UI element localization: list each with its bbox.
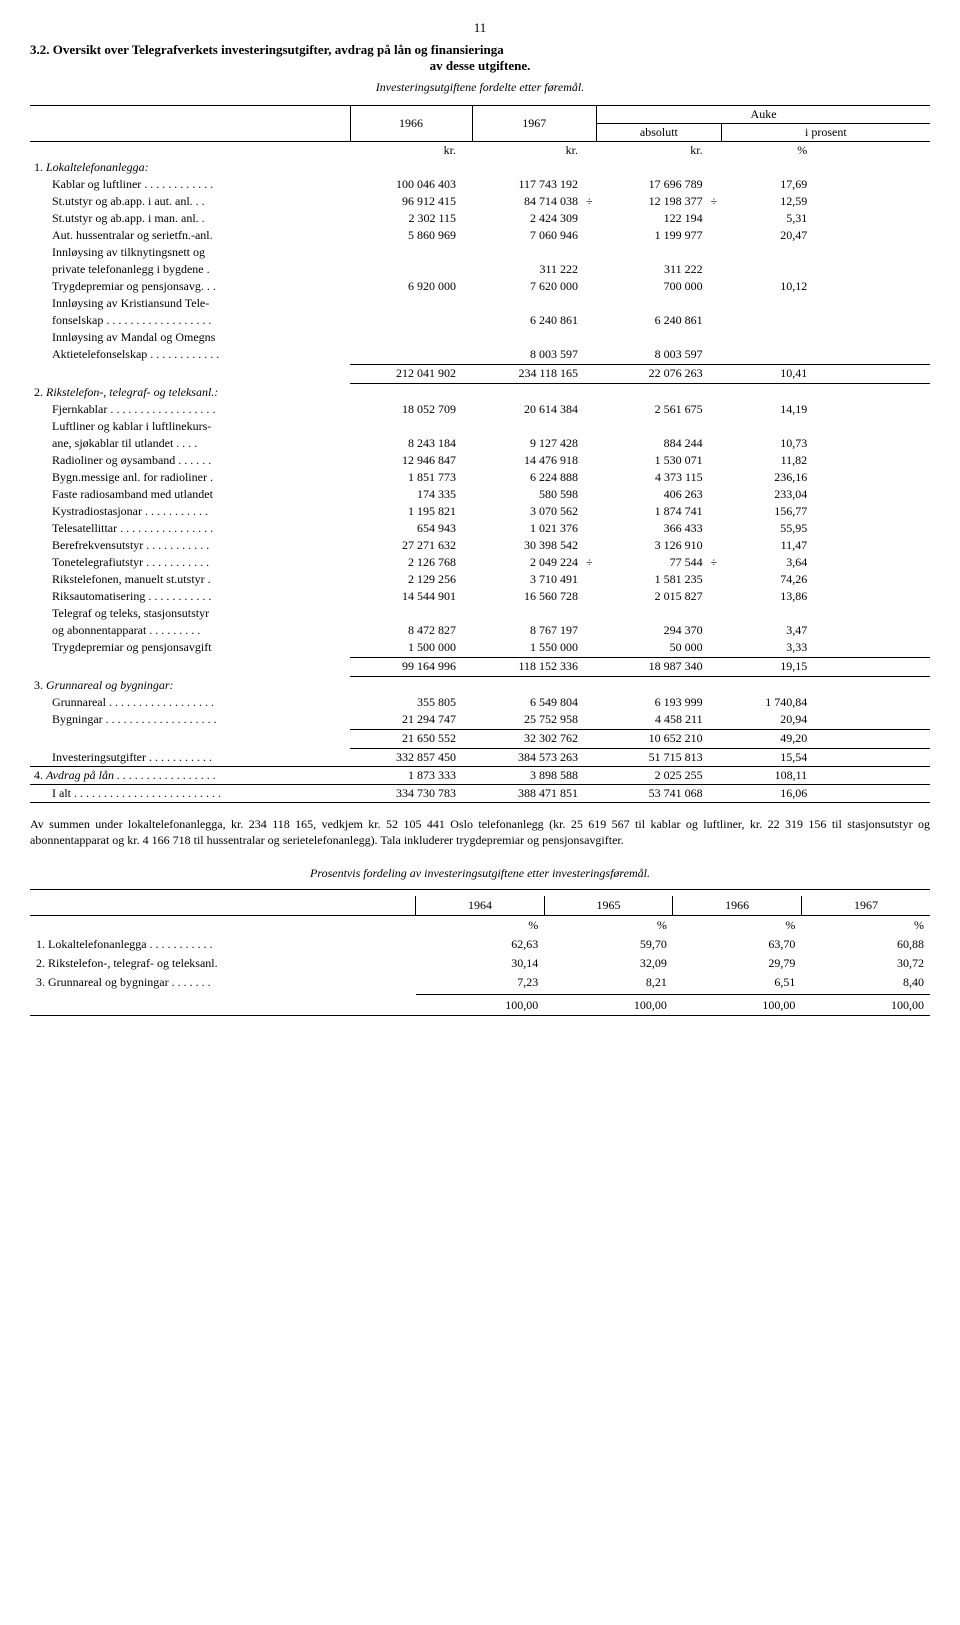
table-row: Bygningar . . . . . . . . . . . . . . . …: [30, 711, 930, 728]
pct-year-2: 1966: [673, 896, 802, 916]
pct-sym-1: %: [544, 916, 673, 935]
unit-kr-1: kr.: [350, 142, 460, 159]
table-row: Radioliner og øysamband . . . . . .12 94…: [30, 452, 930, 469]
table-row: Grunnareal . . . . . . . . . . . . . . .…: [30, 694, 930, 711]
unit-kr-2: kr.: [472, 142, 582, 159]
table-row: Innløysing av Kristiansund Tele-: [30, 295, 930, 312]
table-row: 99 164 996118 152 33618 987 34019,15: [30, 658, 930, 675]
table-row: 21 650 55232 302 76210 652 21049,20: [30, 730, 930, 747]
subtitle-1: Investeringsutgiftene fordelte etter før…: [30, 80, 930, 95]
pct-year-3: 1967: [801, 896, 930, 916]
group-head: 2. Rikstelefon-, telegraf- og teleksanl.…: [30, 384, 930, 401]
pct-sym-2: %: [673, 916, 802, 935]
table-row: Bygn.messige anl. for radioliner .1 851 …: [30, 469, 930, 486]
table-row: St.utstyr og ab.app. i man. anl. .2 302 …: [30, 210, 930, 227]
group-head: 3. Grunnareal og bygningar:: [30, 677, 930, 694]
pct-table: 1964 1965 1966 1967 % % % % 1. Lokaltele…: [30, 896, 930, 1015]
head-auke: Auke: [597, 106, 930, 124]
group-head: 1. Lokaltelefonanlegga:: [30, 159, 930, 176]
section-title-line2: av desse utgiftene.: [30, 58, 930, 74]
table-row: Luftliner og kablar i luftlinekurs-: [30, 418, 930, 435]
table-row: Investeringsutgifter . . . . . . . . . .…: [30, 749, 930, 766]
pct-total: 100,00100,00100,00100,00: [30, 996, 930, 1015]
pct-year-1: 1965: [544, 896, 673, 916]
unit-pct: %: [721, 142, 811, 159]
table-row: fonselskap . . . . . . . . . . . . . . .…: [30, 312, 930, 329]
table-row: I alt . . . . . . . . . . . . . . . . . …: [30, 785, 930, 802]
pct-row: 3. Grunnareal og bygningar . . . . . . .…: [30, 973, 930, 992]
pct-sym-3: %: [801, 916, 930, 935]
table-row: private telefonanlegg i bygdene .311 222…: [30, 261, 930, 278]
unit-kr-3: kr.: [597, 142, 707, 159]
table-row: Aut. hussentralar og serietfn.-anl.5 860…: [30, 227, 930, 244]
pct-row: 1. Lokaltelefonanlegga . . . . . . . . .…: [30, 935, 930, 954]
table-row: 4. Avdrag på lån . . . . . . . . . . . .…: [30, 767, 930, 784]
section-title: 3.2. Oversikt over Telegrafverkets inves…: [30, 42, 930, 74]
table-row: Berefrekvensutstyr . . . . . . . . . . .…: [30, 537, 930, 554]
table-row: Telegraf og teleks, stasjonsutstyr: [30, 605, 930, 622]
table-row: Kablar og luftliner . . . . . . . . . . …: [30, 176, 930, 193]
table-row: Kystradiostasjonar . . . . . . . . . . .…: [30, 503, 930, 520]
table-row: Trygdepremiar og pensjonsavgift1 500 000…: [30, 639, 930, 656]
table-row: ane, sjøkablar til utlandet . . . .8 243…: [30, 435, 930, 452]
section-title-line1: 3.2. Oversikt over Telegrafverkets inves…: [30, 42, 504, 57]
table-row: Telesatellittar . . . . . . . . . . . . …: [30, 520, 930, 537]
table-row: Innløysing av Mandal og Omegns: [30, 329, 930, 346]
head-1967: 1967: [472, 106, 597, 142]
table-row: 212 041 902234 118 16522 076 26310,41: [30, 365, 930, 382]
table-row: Fjernkablar . . . . . . . . . . . . . . …: [30, 401, 930, 418]
table-row: St.utstyr og ab.app. i aut. anl. . .96 9…: [30, 193, 930, 210]
table-row: og abonnentapparat . . . . . . . . .8 47…: [30, 622, 930, 639]
pct-sym-0: %: [416, 916, 545, 935]
table-row: Trygdepremiar og pensjonsavg. . .6 920 0…: [30, 278, 930, 295]
pct-year-0: 1964: [416, 896, 545, 916]
main-table: 1966 1967 Auke absolutt i prosent kr. kr…: [30, 106, 930, 803]
subtitle-2: Prosentvis fordeling av investeringsutgi…: [30, 866, 930, 881]
table-row: Aktietelefonselskap . . . . . . . . . . …: [30, 346, 930, 363]
footnote-paragraph: Av summen under lokaltelefonanlegga, kr.…: [30, 817, 930, 848]
head-1966: 1966: [350, 106, 472, 142]
page-number: 11: [30, 20, 930, 36]
pct-row: 2. Rikstelefon-, telegraf- og teleksanl.…: [30, 954, 930, 973]
table-row: Innløysing av tilknytingsnett og: [30, 244, 930, 261]
table-row: Rikstelefonen, manuelt st.utstyr .2 129 …: [30, 571, 930, 588]
table-row: Tonetelegrafiutstyr . . . . . . . . . . …: [30, 554, 930, 571]
head-absolutt: absolutt: [597, 124, 722, 142]
table-row: Riksautomatisering . . . . . . . . . . .…: [30, 588, 930, 605]
head-iprosent: i prosent: [721, 124, 930, 142]
table-row: Faste radiosamband med utlandet174 33558…: [30, 486, 930, 503]
